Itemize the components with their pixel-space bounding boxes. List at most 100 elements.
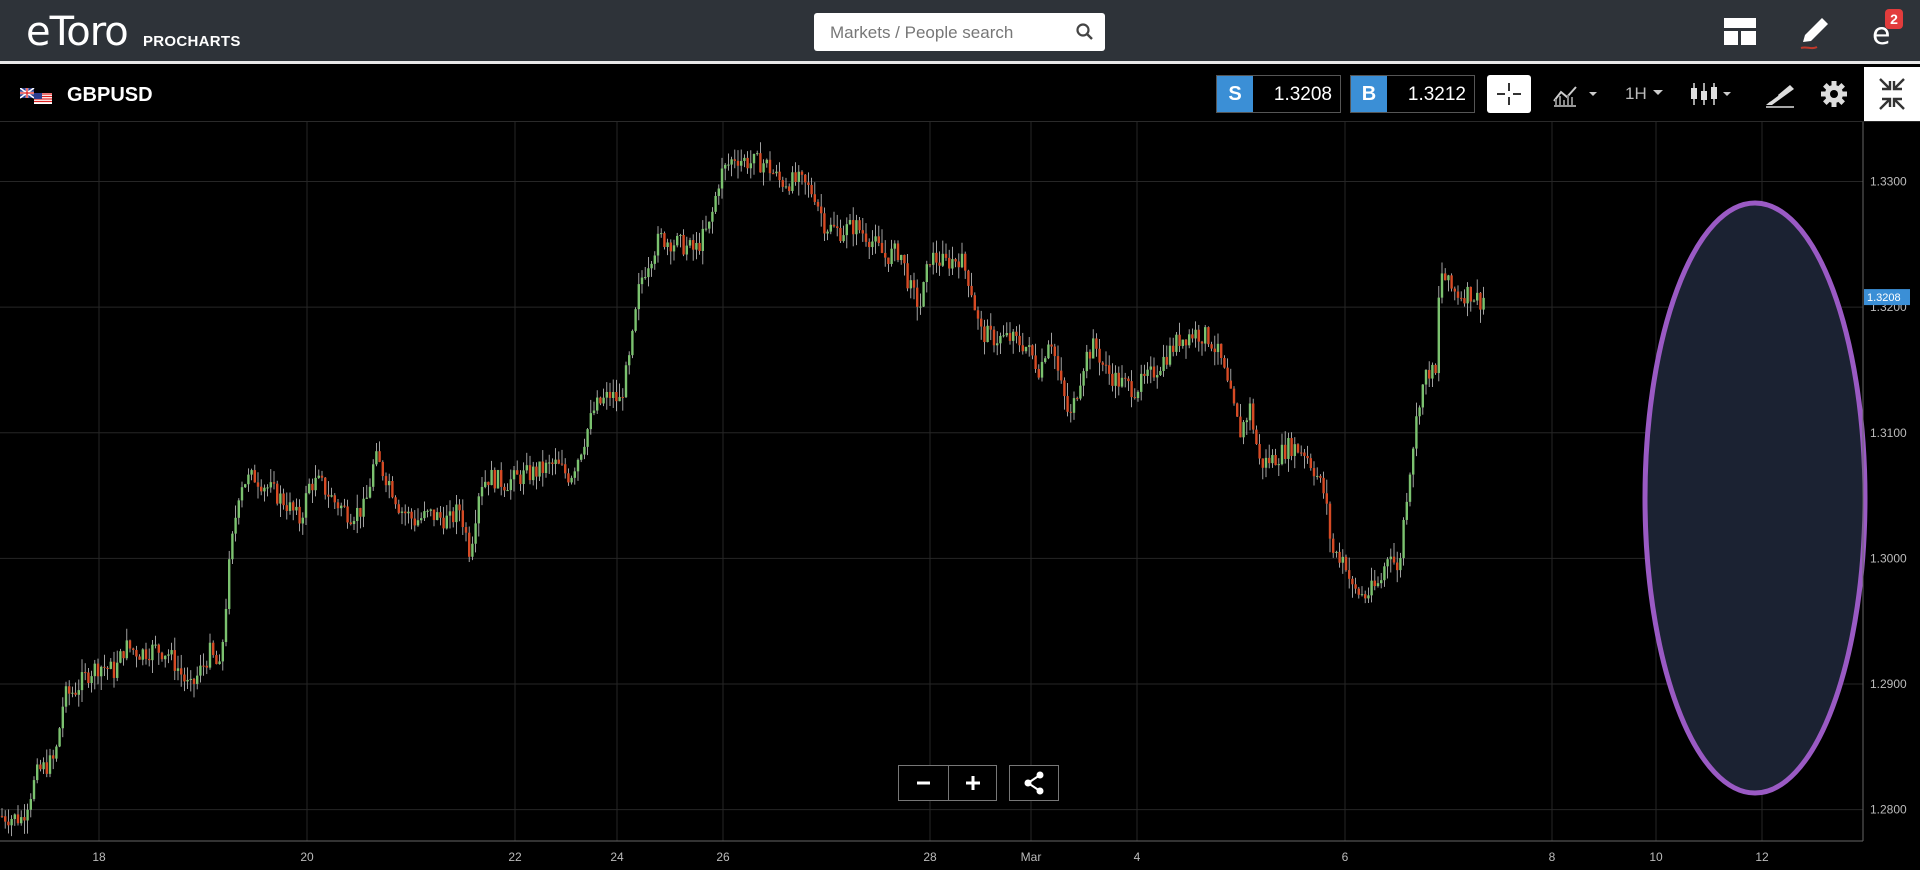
sell-price: 1.3208	[1273, 84, 1332, 105]
candle-body	[1328, 503, 1332, 539]
candle-body	[1258, 444, 1261, 459]
collapse-button[interactable]	[1864, 67, 1920, 121]
price-chart[interactable]: 1.33001.32001.31001.30001.29001.28001.32…	[0, 122, 1920, 870]
candle-body	[548, 462, 551, 464]
candle-body	[1159, 370, 1162, 376]
y-tick-label: 1.2900	[1870, 677, 1907, 691]
candle-body	[96, 663, 100, 677]
instrument-name[interactable]: GBPUSD	[67, 84, 153, 106]
search-input[interactable]	[828, 22, 1062, 44]
y-tick-label: 1.3000	[1870, 551, 1907, 565]
layout-icon[interactable]	[1720, 12, 1760, 52]
candle-body	[743, 157, 746, 161]
candle-body	[1156, 375, 1159, 378]
candle-body	[919, 306, 922, 308]
candle-body	[1133, 397, 1136, 399]
candle-body	[1332, 538, 1335, 553]
candle-body	[202, 665, 205, 667]
candle-body	[125, 640, 128, 659]
buy-button[interactable]: B 1.3212	[1350, 75, 1475, 113]
chart-type-button[interactable]	[1687, 75, 1747, 113]
candle-body	[877, 236, 880, 243]
candle-body	[826, 231, 829, 234]
settings-button[interactable]	[1815, 75, 1855, 113]
candle-body	[52, 755, 55, 759]
candle-body	[669, 242, 672, 252]
candle-body	[1306, 455, 1309, 459]
highlight-ellipse	[1642, 200, 1868, 796]
zoom-in-button[interactable]	[949, 766, 997, 800]
candle-body	[903, 254, 906, 264]
candle-body	[1191, 334, 1194, 339]
candle-body	[775, 171, 778, 174]
candle-body	[685, 245, 688, 255]
candle-body	[759, 153, 762, 173]
candle-body	[356, 507, 359, 522]
candle-body	[189, 678, 192, 680]
search-box[interactable]	[814, 13, 1105, 51]
share-button[interactable]	[1009, 765, 1059, 801]
candle-body	[816, 201, 820, 207]
candle-body	[1376, 583, 1380, 587]
candle-body	[442, 517, 445, 529]
sell-button[interactable]: S 1.3208	[1216, 75, 1341, 113]
candle-body	[413, 518, 416, 526]
candle-body	[1389, 556, 1392, 560]
timeframe-dropdown[interactable]: 1H	[1625, 75, 1685, 113]
candle-body	[618, 396, 621, 402]
candle-body	[1140, 373, 1143, 392]
crosshair-button[interactable]	[1487, 75, 1531, 113]
drawing-tools-button[interactable]	[1760, 75, 1800, 113]
x-tick-label: 6	[1342, 850, 1349, 864]
candle-body	[330, 495, 333, 497]
candle-body	[215, 655, 218, 665]
candle-body	[1453, 288, 1456, 292]
candle-body	[1287, 438, 1290, 459]
candle-body	[676, 235, 679, 246]
candle-body	[503, 486, 506, 491]
procharts-label: PROCHARTS	[143, 33, 241, 50]
candle-body	[135, 649, 138, 657]
candle-body	[288, 502, 292, 511]
candle-body	[551, 462, 554, 465]
zoom-out-button[interactable]	[899, 766, 949, 800]
candle-body	[1421, 384, 1424, 408]
etoro-logo[interactable]: eToro	[26, 9, 129, 55]
candle-body	[586, 429, 589, 447]
candle-body	[746, 157, 749, 169]
candle-body	[858, 220, 861, 231]
candle-body	[87, 672, 90, 683]
candle-body	[522, 470, 525, 485]
search-icon[interactable]	[1075, 22, 1095, 42]
candle-body	[228, 559, 231, 609]
candle-body	[653, 255, 656, 264]
zoom-controls	[898, 765, 997, 801]
candle-body	[61, 706, 64, 729]
pencil-icon[interactable]	[1795, 12, 1835, 52]
candle-body	[1245, 420, 1248, 423]
candle-body	[45, 762, 48, 774]
candle-body	[820, 206, 823, 214]
candle-body	[954, 259, 957, 262]
indicators-button[interactable]	[1548, 75, 1618, 113]
candle-body	[1399, 558, 1402, 571]
sell-label: S	[1217, 76, 1253, 112]
candle-body	[896, 243, 900, 261]
candle-body	[256, 482, 260, 487]
candle-body	[682, 235, 685, 255]
candle-body	[631, 330, 634, 356]
candle-body	[0, 815, 4, 817]
x-tick-label: Mar	[1021, 850, 1042, 864]
candle-body	[1460, 297, 1463, 299]
candle-body	[1213, 348, 1216, 353]
price-axis: 1.33001.32001.31001.30001.29001.28001.32…	[1862, 122, 1910, 841]
candle-body	[151, 644, 154, 661]
candle-body	[352, 521, 356, 525]
candle-body	[16, 814, 20, 824]
candle-body	[429, 509, 432, 511]
candle-body	[1120, 377, 1124, 387]
candle-body	[253, 470, 256, 483]
candle-body	[1149, 366, 1152, 370]
candle-body	[900, 254, 903, 261]
candle-body	[260, 486, 263, 492]
